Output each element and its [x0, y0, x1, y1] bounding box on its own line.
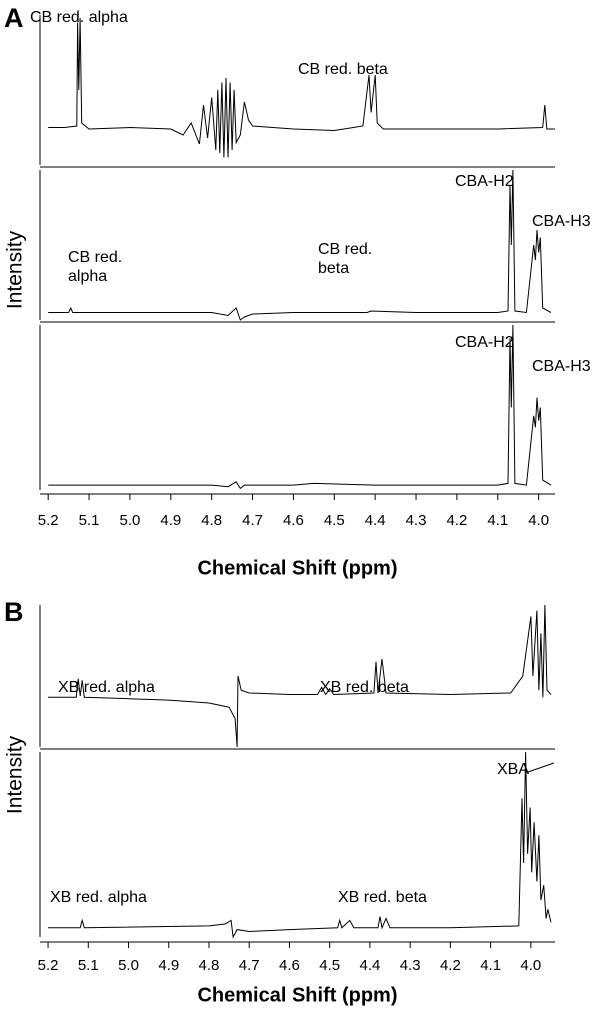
- x-tick-label: 4.8: [199, 957, 220, 974]
- spectrum-line: [48, 17, 555, 158]
- peak-annotation: CB red. alpha: [30, 9, 128, 26]
- peak-annotation: XBA: [497, 761, 530, 778]
- x-tick-label: 5.1: [79, 512, 100, 529]
- peak-annotation: CBA-H3: [532, 213, 591, 230]
- x-tick-label: 4.5: [324, 512, 345, 529]
- x-tick-label: 5.0: [118, 957, 139, 974]
- x-tick-label: 4.9: [160, 512, 181, 529]
- x-tick-label: 5.2: [38, 512, 59, 529]
- x-tick-label: 4.7: [242, 512, 263, 529]
- panel-label: A: [4, 3, 24, 33]
- x-tick-label: 4.0: [528, 512, 549, 529]
- x-tick-label: 4.2: [440, 957, 461, 974]
- peak-annotation: XB red. alpha: [50, 889, 147, 906]
- x-tick-label: 4.6: [283, 512, 304, 529]
- x-tick-label: 4.6: [279, 957, 300, 974]
- x-axis-label: Chemical Shift (ppm): [197, 984, 397, 1006]
- spectrum-line: [48, 604, 552, 748]
- peak-annotation: CBA-H2: [455, 173, 514, 190]
- x-axis-label: Chemical Shift (ppm): [197, 557, 397, 579]
- peak-annotation: CB red. alpha: [68, 249, 123, 285]
- peak-annotation: CBA-H2: [455, 334, 514, 351]
- x-tick-label: 4.5: [319, 957, 340, 974]
- spectrum-line: [48, 751, 552, 939]
- peak-annotation: CBA-H3: [532, 358, 591, 375]
- panel-label: B: [4, 597, 24, 627]
- x-tick-label: 4.8: [201, 512, 222, 529]
- y-axis-label: Intensity: [4, 230, 27, 309]
- peak-annotation: XB red. beta: [320, 679, 409, 696]
- x-tick-label: 5.1: [78, 957, 99, 974]
- peak-annotation: CB red. beta: [318, 241, 373, 277]
- spectrum-line: [48, 324, 552, 490]
- x-tick-label: 4.4: [365, 512, 386, 529]
- x-tick-label: 4.3: [400, 957, 421, 974]
- spectrum-line: [48, 169, 552, 321]
- x-tick-label: 4.3: [406, 512, 427, 529]
- x-tick-label: 4.4: [359, 957, 380, 974]
- y-axis-label: Intensity: [4, 735, 27, 814]
- peak-annotation: CB red. beta: [298, 61, 388, 78]
- x-tick-label: 4.9: [158, 957, 179, 974]
- x-tick-label: 5.2: [38, 957, 59, 974]
- annotation-leader: [527, 762, 555, 773]
- peak-annotation: XB red. alpha: [58, 679, 155, 696]
- x-tick-label: 4.2: [446, 512, 467, 529]
- x-tick-label: 4.7: [239, 957, 260, 974]
- x-tick-label: 4.1: [480, 957, 501, 974]
- x-tick-label: 5.0: [119, 512, 140, 529]
- peak-annotation: XB red. beta: [338, 889, 427, 906]
- x-tick-label: 4.0: [520, 957, 541, 974]
- x-tick-label: 4.1: [487, 512, 508, 529]
